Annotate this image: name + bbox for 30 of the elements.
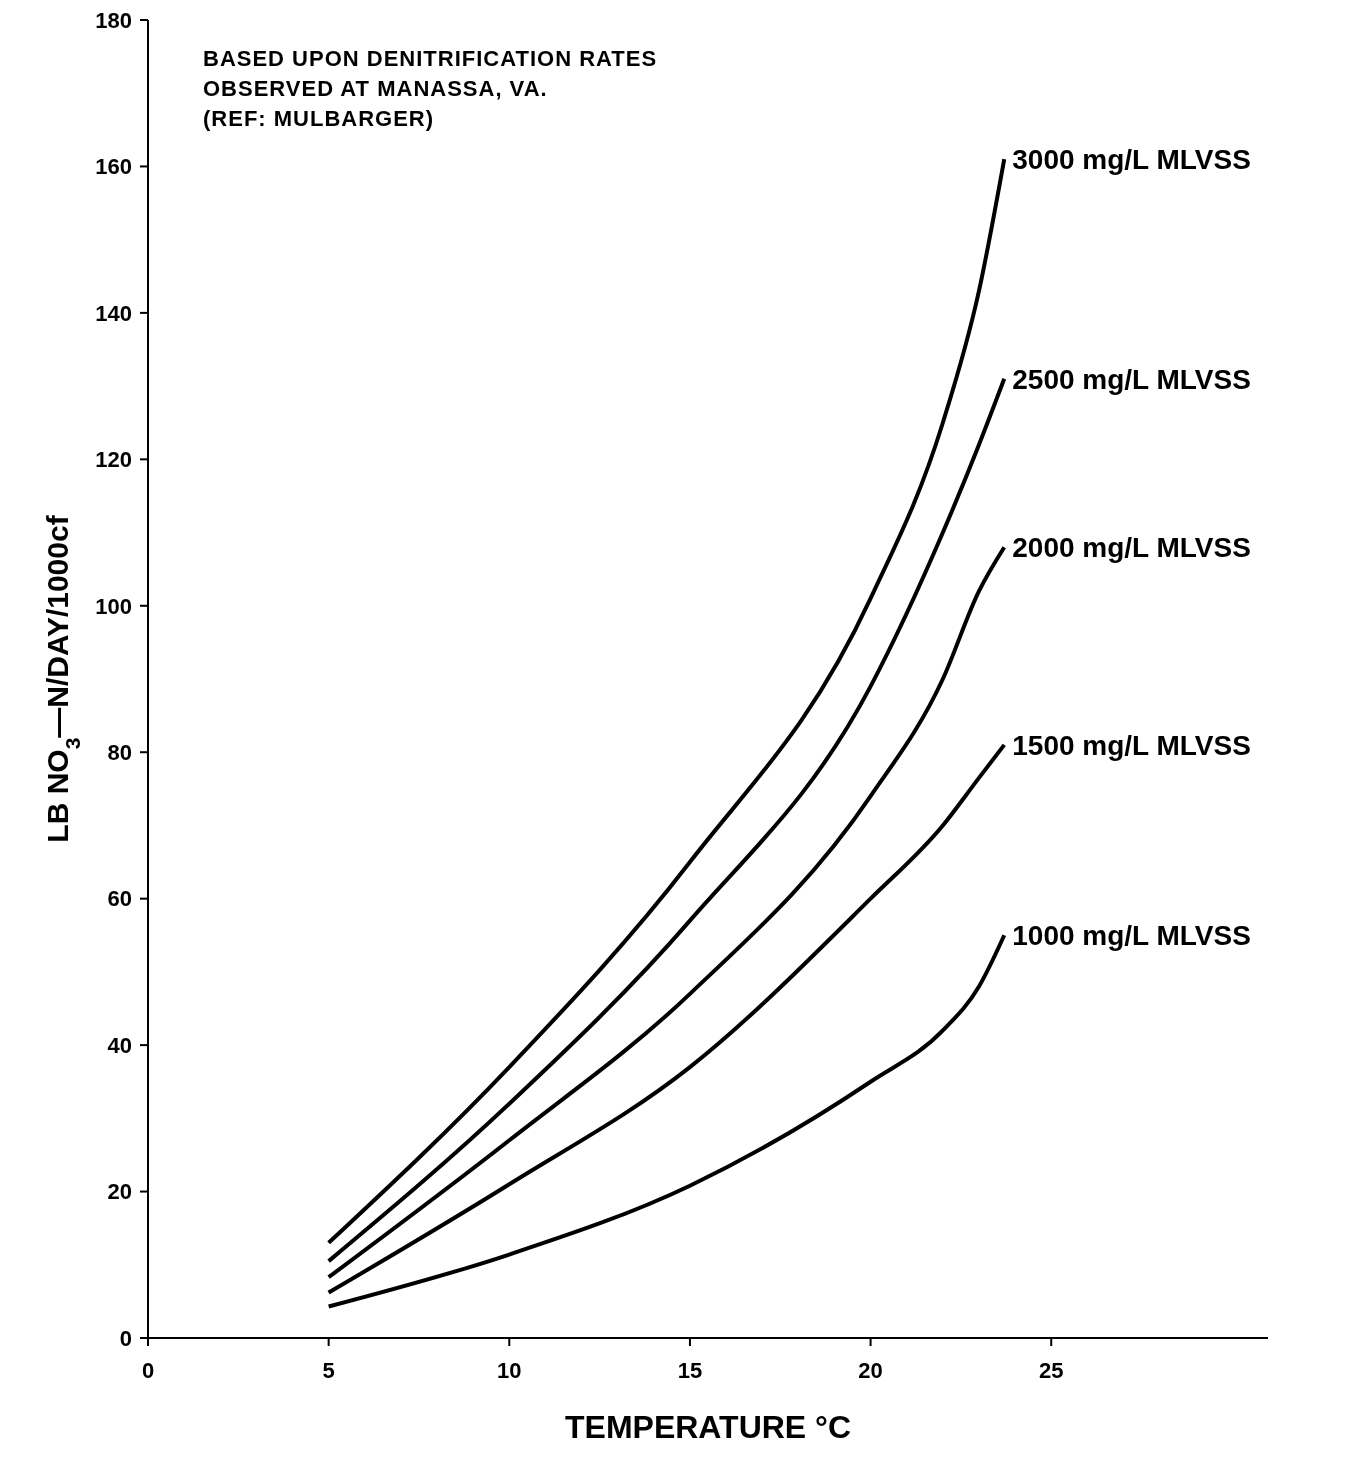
line-series <box>326 933 1007 1309</box>
series-label: 3000 mg/L MLVSS <box>1012 144 1251 176</box>
x-tick-label: 25 <box>1038 1357 1064 1383</box>
y-tick-label: 20 <box>107 1179 132 1205</box>
x-tick-label: 20 <box>858 1357 883 1383</box>
series-label: 1000 mg/L MLVSS <box>1012 920 1251 952</box>
x-tick-label: 10 <box>497 1357 522 1383</box>
y-tick-label: 60 <box>107 886 132 912</box>
series-label: 2000 mg/L MLVSS <box>1012 532 1251 564</box>
y-tick-label: 40 <box>107 1032 132 1058</box>
x-tick-label: 0 <box>141 1357 155 1383</box>
series-label: 1500 mg/L MLVSS <box>1012 729 1251 761</box>
y-tick-label: 0 <box>119 1325 132 1351</box>
y-tick-label: 120 <box>95 447 132 473</box>
line-series <box>326 742 1007 1295</box>
x-tick-label: 15 <box>677 1357 703 1383</box>
line-series <box>326 376 1007 1264</box>
series-label: 2500 mg/L MLVSS <box>1012 363 1251 395</box>
x-tick-label: 5 <box>322 1357 335 1383</box>
y-tick-label: 140 <box>95 300 132 326</box>
y-tick-label: 100 <box>95 593 132 619</box>
annotation: OBSERVED AT MANASSA, VA. <box>203 75 549 103</box>
y-tick-label: 80 <box>107 740 132 766</box>
y-tick-label: 160 <box>95 154 132 180</box>
x-axis-title: TEMPERATURE °C <box>565 1409 851 1445</box>
annotation: (REF: MULBARGER) <box>203 105 436 133</box>
line-series <box>326 545 1007 1280</box>
y-tick-label: 180 <box>95 7 132 33</box>
line-series <box>326 157 1007 1245</box>
annotation: BASED UPON DENITRIFICATION RATES <box>203 45 658 73</box>
